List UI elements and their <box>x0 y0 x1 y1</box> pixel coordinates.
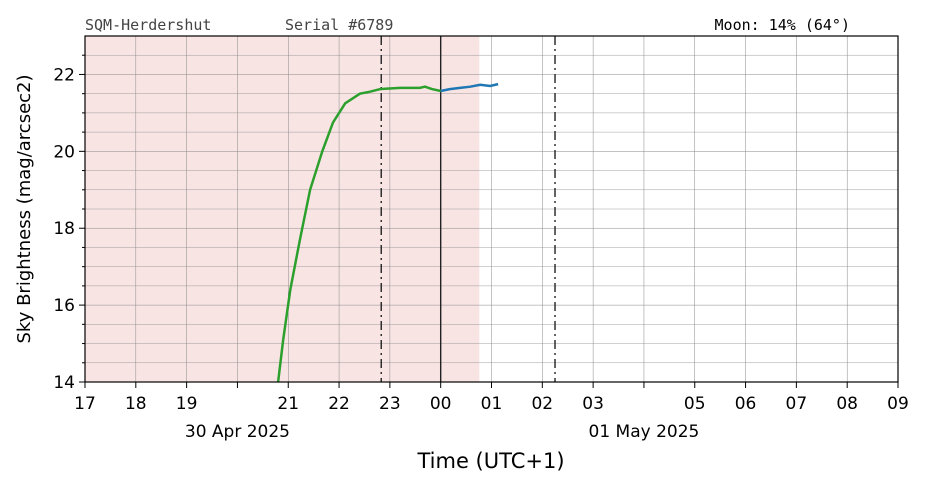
x-tick-label: 08 <box>836 394 858 414</box>
x-axis-title: Time (UTC+1) <box>416 449 564 473</box>
x-tick-label: 09 <box>887 394 909 414</box>
x-tick-label: 06 <box>735 394 757 414</box>
x-tick-label: 01 <box>481 394 503 414</box>
x-tick-label: 17 <box>74 394 96 414</box>
y-tick-label: 20 <box>53 142 75 162</box>
x-tick-label: 21 <box>277 394 299 414</box>
x-tick-label: 19 <box>176 394 198 414</box>
data-line <box>440 82 499 93</box>
x-tick-label: 02 <box>531 394 553 414</box>
x-tick-label: 07 <box>786 394 808 414</box>
station-name: SQM-Herdershut <box>85 16 211 34</box>
serial: Serial #6789 <box>285 16 393 34</box>
x-tick-label: 05 <box>684 394 706 414</box>
x-tick-label: 22 <box>328 394 350 414</box>
x-tick-label: 18 <box>125 394 147 414</box>
x-tick-label: 00 <box>430 394 452 414</box>
y-tick-label: 22 <box>53 65 75 85</box>
y-tick-label: 16 <box>53 296 75 316</box>
x-tick-label: 03 <box>582 394 604 414</box>
date-label: 01 May 2025 <box>589 422 700 442</box>
y-tick-label: 14 <box>53 373 75 393</box>
plot-frame <box>84 35 899 383</box>
date-label: 30 Apr 2025 <box>185 422 290 442</box>
x-tick-label: 23 <box>379 394 401 414</box>
y-tick-label: 18 <box>53 219 75 239</box>
y-axis-title: Sky Brightness (mag/arcsec2) <box>14 74 35 343</box>
data-line <box>276 85 441 383</box>
moon-info: Moon: 14% (64°) <box>715 16 850 34</box>
